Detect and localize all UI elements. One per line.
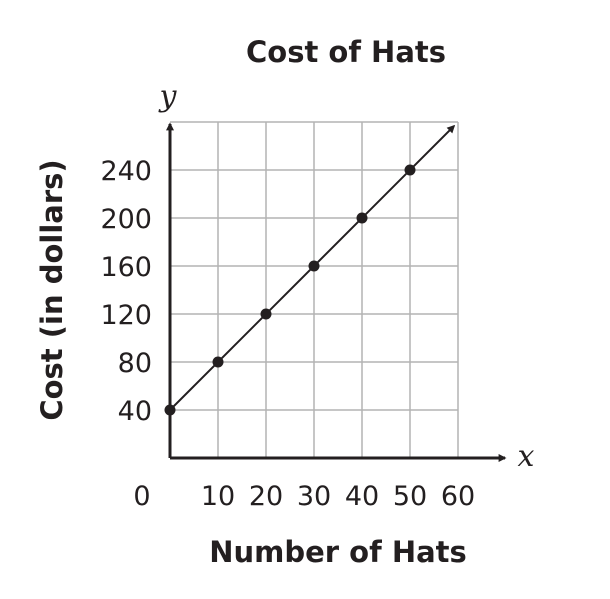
x-tick-label: 20 [249,481,283,512]
chart-title: Cost of Hats [246,35,446,69]
x-tick-labels: 0 10 20 30 40 50 60 [133,481,475,512]
y-tick-labels: 40 80 120 160 200 240 [100,156,152,427]
y-tick-label: 240 [100,156,152,187]
data-point [356,212,368,224]
data-point [260,308,272,320]
y-axis-variable: y [158,79,178,114]
y-tick-label: 200 [100,204,152,235]
x-axis-variable: x [518,439,535,474]
axes [166,122,507,462]
x-tick-label: 40 [345,481,379,512]
data-points [164,164,416,416]
grid [170,121,459,458]
y-tick-label: 40 [118,396,152,427]
y-tick-label: 120 [100,300,152,331]
y-tick-label: 160 [100,252,152,283]
x-tick-label: 30 [297,481,331,512]
x-tick-label: 10 [201,481,235,512]
y-tick-label: 80 [118,348,152,379]
data-point [404,164,416,176]
y-axis-label: Cost (in dollars) [35,159,69,420]
x-tick-label: 60 [441,481,475,512]
x-tick-label: 0 [133,481,150,512]
x-axis-label: Number of Hats [209,535,467,569]
data-point [212,356,224,368]
data-point [308,260,320,272]
x-tick-label: 50 [393,481,427,512]
data-point [164,404,176,416]
